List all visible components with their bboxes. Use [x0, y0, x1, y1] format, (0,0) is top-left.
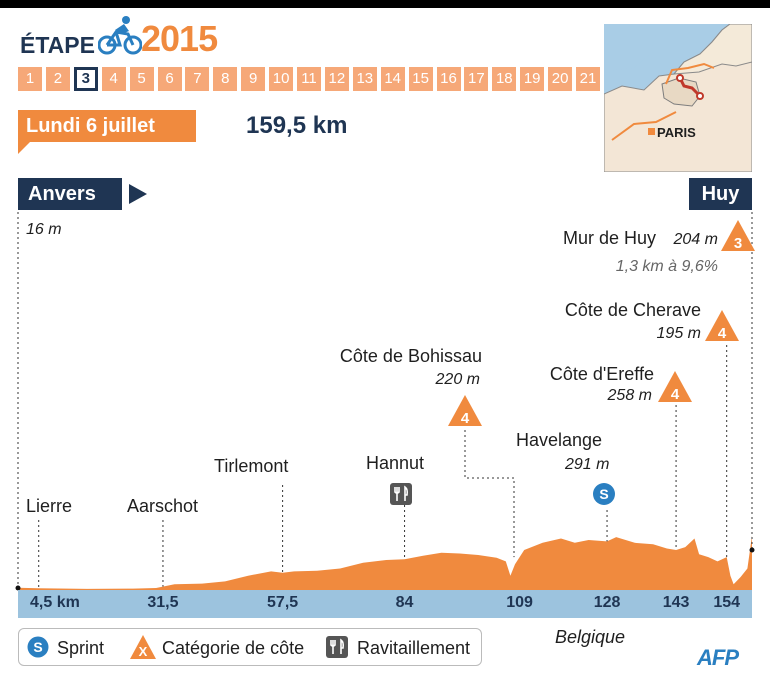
- waypoint-c-te-d-ereffe: Côte d'Ereffe: [549, 364, 654, 384]
- km-marker: 154: [713, 594, 741, 611]
- top-bar: [0, 0, 770, 8]
- stage-8: 8: [213, 67, 238, 91]
- stage-10: 10: [269, 67, 294, 91]
- stage-20: 20: [548, 67, 573, 91]
- stage-distance: 159,5 km: [246, 112, 348, 139]
- waypoint-altitude: 195 m: [656, 325, 701, 342]
- sprint-havelange-icon: S: [593, 483, 615, 505]
- stage-18: 18: [492, 67, 517, 91]
- waypoint-altitude: 258 m: [607, 387, 652, 404]
- km-marker: 143: [662, 594, 690, 611]
- country-label: Belgique: [555, 627, 626, 647]
- fork-knife-icon: [326, 636, 348, 658]
- climb-bohissau-icon-label: 4: [461, 410, 470, 427]
- stage-14: 14: [380, 67, 405, 91]
- stage-19: 19: [520, 67, 545, 91]
- stage-5: 5: [129, 67, 154, 91]
- cyclist-icon: [98, 16, 142, 55]
- climb-cherave-icon-label: 4: [718, 325, 727, 342]
- climb-category-icon: X: [130, 635, 156, 659]
- waypoint-altitude: 220 m: [435, 371, 480, 388]
- stage-21: 21: [576, 67, 600, 91]
- legend: S Sprint X Catégorie de côte Ravitaillem…: [18, 628, 482, 666]
- waypoint-c-te-de-bohissau: Côte de Bohissau: [339, 346, 482, 366]
- stage-9: 9: [241, 67, 266, 91]
- year-label: 2015: [141, 18, 218, 59]
- locator-map: PARIS: [604, 24, 752, 172]
- feed-hannut-icon: [390, 483, 412, 505]
- start-city: Anvers: [18, 178, 122, 210]
- etape-label: ÉTAPE: [20, 32, 95, 58]
- waypoint-c-te-de-cherave: Côte de Cherave: [564, 300, 701, 320]
- km-marker: 84: [395, 594, 414, 611]
- sprint-icon-letter: S: [33, 639, 42, 655]
- climb-icon-letter: X: [139, 644, 148, 659]
- waypoint-line: [464, 430, 515, 558]
- waypoint-lierre: Lierre: [26, 496, 73, 516]
- climb-mur-de-huy-icon: 3: [721, 220, 755, 252]
- waypoint-hannut: Hannut: [366, 453, 425, 473]
- climb-cherave-icon: 4: [705, 310, 739, 342]
- climb-ereffe-icon: 4: [658, 371, 692, 403]
- sprint-havelange-letter: S: [599, 486, 608, 502]
- afp-logo: AFP: [697, 645, 739, 670]
- km-marker: 109: [506, 594, 533, 611]
- stage-12: 12: [324, 67, 349, 91]
- km-marker: 4,5 km: [30, 594, 80, 611]
- stage-16: 16: [436, 67, 461, 91]
- stage-3: 3: [73, 67, 98, 91]
- stage-6: 6: [157, 67, 182, 91]
- start-point: [15, 585, 21, 591]
- km-axis: [18, 590, 752, 618]
- stage-13: 13: [352, 67, 377, 91]
- date-tag-notch: [18, 142, 30, 154]
- waypoint-altitude: 291 m: [565, 456, 610, 473]
- finish-city: Huy: [689, 178, 752, 210]
- climb-ereffe-icon-label: 4: [671, 386, 680, 403]
- stage-15: 15: [408, 67, 433, 91]
- km-marker: 31,5: [147, 594, 179, 611]
- legend-sprint: Sprint: [57, 638, 105, 658]
- legend-feed: Ravitaillement: [357, 638, 471, 658]
- map-city-label: PARIS: [657, 125, 696, 140]
- waypoint-aarschot: Aarschot: [127, 496, 199, 516]
- start-arrow-icon: [129, 184, 147, 204]
- waypoint-mur-de-huy: Mur de Huy: [562, 228, 656, 248]
- sprint-icon: S: [27, 636, 49, 658]
- profile-area: [18, 535, 752, 590]
- legend-climb: Catégorie de côte: [162, 638, 305, 658]
- climb-gradient-note: 1,3 km à 9,6%: [615, 258, 718, 275]
- stage-7: 7: [185, 67, 210, 91]
- stage-4: 4: [101, 67, 126, 91]
- start-altitude: 16 m: [26, 221, 62, 238]
- waypoint-altitude: 204 m: [673, 231, 718, 248]
- stage-1: 1: [18, 67, 42, 91]
- stage-11: 11: [297, 67, 321, 91]
- waypoint-havelange: Havelange: [516, 430, 603, 450]
- stage-2: 2: [45, 67, 70, 91]
- km-marker: 128: [593, 594, 621, 611]
- finish-point: [749, 547, 755, 553]
- km-marker: 57,5: [267, 594, 299, 611]
- climb-bohissau-icon: 4: [448, 395, 482, 427]
- date-label: Lundi 6 juillet: [18, 110, 196, 142]
- waypoint-tirlemont: Tirlemont: [214, 456, 289, 476]
- stage-17: 17: [464, 67, 489, 91]
- climb-mur-de-huy-icon-label: 3: [734, 235, 742, 252]
